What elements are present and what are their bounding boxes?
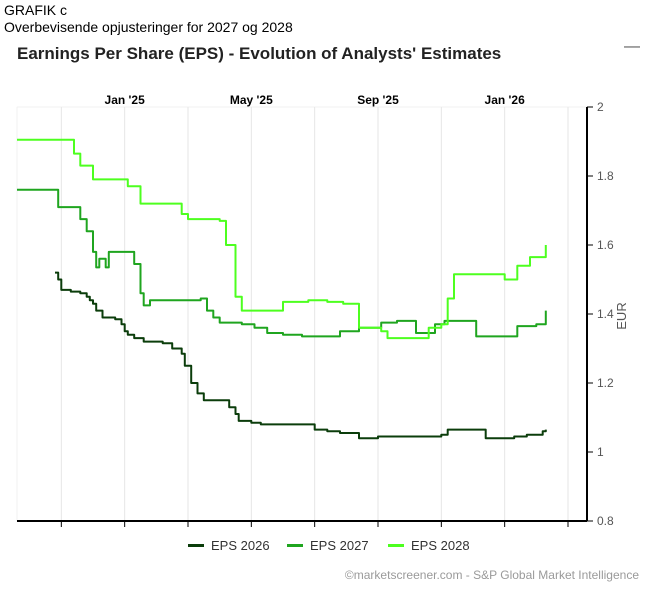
x-ticks: Jan '25 May '25 Sep '25 Jan '26 (60, 93, 569, 527)
legend-label-eps-2027: EPS 2027 (310, 538, 369, 553)
y-tick-label: 1.8 (597, 169, 614, 183)
series-line-eps-2028 (17, 138, 547, 340)
series-line-eps-2027 (17, 188, 547, 338)
legend-swatch-eps-2026 (188, 544, 204, 547)
series-layer (17, 138, 547, 440)
legend-swatch-eps-2028 (388, 544, 404, 547)
x-tick-label: Sep '25 (357, 93, 399, 107)
y-tick-label: 2 (597, 100, 604, 114)
x-tick-label: Jan '25 (105, 93, 146, 107)
legend-label-eps-2026: EPS 2026 (211, 538, 270, 553)
y-tick-label: 1.4 (597, 307, 614, 321)
source-credit: ©marketscreener.com - S&P Global Market … (344, 568, 639, 582)
figure-caption-label: GRAFIK c (4, 2, 68, 18)
y-ticks: 0.8 1 1.2 1.4 1.6 1.8 2 (587, 100, 614, 528)
y-tick-label: 1.2 (597, 376, 614, 390)
minus-icon[interactable]: — (624, 38, 640, 55)
legend-item-eps-2028[interactable]: EPS 2028 (388, 538, 470, 553)
chart-title: Earnings Per Share (EPS) - Evolution of … (17, 44, 502, 63)
series-line-eps-2026 (55, 271, 547, 440)
y-tick-label: 1 (597, 445, 604, 459)
y-tick-label: 1.6 (597, 238, 614, 252)
legend-swatch-eps-2027 (287, 544, 303, 547)
y-axis-label: EUR (614, 302, 629, 329)
x-tick-label: May '25 (230, 93, 273, 107)
y-tick-label: 0.8 (597, 514, 614, 528)
legend-item-eps-2027[interactable]: EPS 2027 (287, 538, 369, 553)
figure-caption-subtitle: Overbevisende opjusteringer for 2027 og … (4, 19, 293, 35)
x-gridlines (60, 107, 569, 521)
legend-item-eps-2026[interactable]: EPS 2026 (188, 538, 270, 553)
legend-label-eps-2028: EPS 2028 (411, 538, 470, 553)
x-tick-label: Jan '26 (485, 93, 526, 107)
